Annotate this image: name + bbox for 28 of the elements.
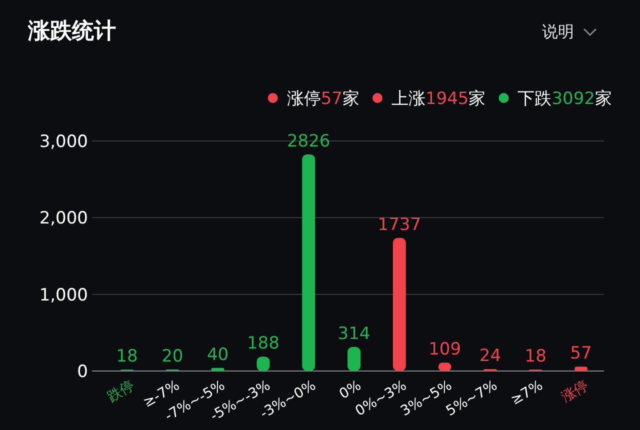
y-tick-label: 0 [77,362,88,382]
data-label: 24 [479,346,502,366]
data-label: 20 [162,346,184,366]
y-tick-label: 2,000 [39,208,88,229]
data-label: 1737 [378,214,422,235]
x-tick-label: 跌停 [104,378,137,406]
data-label: 188 [246,334,280,354]
control-dropdown: 说明 [542,22,597,41]
data-label: 314 [338,324,370,344]
y-tick-label: 1,000 [39,285,88,306]
data-label: 2826 [286,131,330,152]
data-label: 18 [116,346,138,367]
legend-item: 涨停57家 [268,89,360,109]
data-label: 40 [206,344,229,365]
data-label: 57 [570,344,592,364]
y-tick-label: 3,000 [39,132,88,152]
legend-label: 上涨1945家 [391,89,486,109]
legend-item: 上涨1945家 [372,89,486,109]
data-label: 109 [428,340,462,360]
legend-label: 涨停57家 [286,89,360,109]
chart-title: 涨跌统计 [27,18,116,44]
legend-item: 下跌3092家 [498,89,612,109]
legend-label: 下跌3092家 [518,89,612,109]
bar [302,154,316,371]
data-label: 18 [524,346,546,367]
bar [392,238,406,371]
bar [211,368,224,371]
x-tick-label: 涨停 [558,378,591,406]
